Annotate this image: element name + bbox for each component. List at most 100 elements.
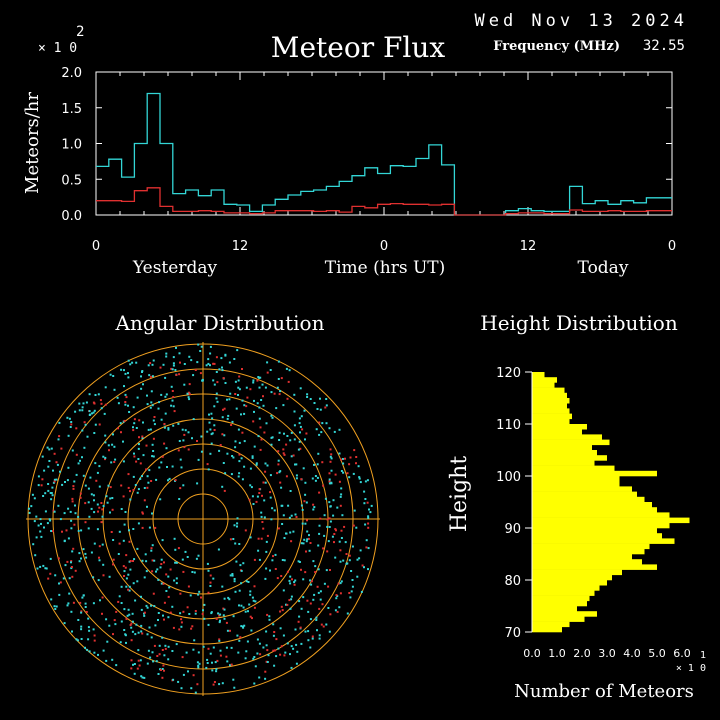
polar-point-red: [53, 480, 56, 483]
polar-point-cyan: [233, 686, 236, 689]
polar-point-cyan: [158, 644, 161, 647]
polar-point-cyan: [84, 602, 87, 605]
polar-point-cyan: [101, 515, 104, 518]
polar-point-cyan: [304, 630, 307, 633]
polar-point-red: [256, 379, 259, 382]
polar-point-red: [287, 380, 290, 383]
flux-y-scale-exponent: 2: [76, 24, 84, 40]
polar-point-cyan: [230, 473, 233, 476]
polar-point-cyan: [158, 401, 161, 404]
polar-point-cyan: [208, 413, 210, 416]
polar-point-red: [348, 592, 351, 594]
polar-point-red: [264, 670, 267, 673]
polar-point-cyan: [74, 512, 77, 515]
polar-point-red: [219, 654, 222, 657]
height-bar: [532, 533, 662, 539]
height-x-tick-label: 3.0: [598, 647, 616, 660]
polar-point-cyan: [251, 495, 254, 498]
polar-point-cyan: [139, 659, 142, 662]
polar-point-red: [47, 577, 50, 580]
polar-point-cyan: [323, 514, 326, 517]
polar-point-red: [307, 537, 310, 540]
polar-point-red: [281, 609, 284, 612]
polar-point-cyan: [279, 470, 282, 473]
polar-point-red: [93, 402, 96, 405]
height-x-axis-label: Number of Meteors: [514, 681, 694, 702]
polar-point-cyan: [307, 610, 310, 613]
polar-point-cyan: [229, 664, 231, 667]
polar-point-cyan: [319, 397, 321, 400]
polar-point-cyan: [175, 643, 178, 646]
polar-point-red: [186, 606, 189, 609]
polar-point-cyan: [117, 553, 120, 555]
polar-point-cyan: [295, 662, 298, 665]
polar-point-cyan: [135, 623, 138, 626]
polar-point-cyan: [314, 565, 317, 568]
polar-point-cyan: [194, 691, 197, 694]
polar-point-cyan: [313, 593, 316, 596]
polar-point-cyan: [265, 644, 268, 647]
polar-point-red: [326, 550, 329, 553]
polar-point-red: [279, 481, 282, 484]
flux-x-tick-label: 12: [520, 239, 537, 254]
polar-point-red: [266, 649, 269, 652]
polar-point-cyan: [346, 562, 349, 565]
polar-point-red: [339, 592, 342, 595]
polar-point-cyan: [147, 481, 150, 484]
polar-point-cyan: [87, 527, 90, 530]
height-bar: [532, 429, 582, 435]
polar-point-cyan: [97, 393, 100, 396]
polar-point-cyan: [213, 405, 216, 408]
polar-point-cyan: [190, 359, 193, 362]
polar-point-cyan: [82, 402, 85, 405]
polar-point-cyan: [171, 399, 174, 402]
polar-point-cyan: [127, 573, 130, 576]
polar-point-cyan: [37, 524, 40, 527]
polar-point-red: [149, 362, 152, 365]
polar-point-cyan: [84, 484, 87, 487]
polar-point-cyan: [48, 448, 51, 451]
polar-point-red: [138, 664, 141, 667]
height-bar: [532, 434, 602, 440]
polar-point-cyan: [82, 594, 85, 597]
polar-point-red: [213, 681, 216, 683]
polar-point-cyan: [87, 626, 90, 629]
polar-point-red: [41, 478, 44, 481]
polar-point-cyan: [126, 614, 129, 617]
polar-point-cyan: [152, 455, 155, 458]
polar-point-cyan: [276, 386, 279, 389]
polar-point-red: [321, 603, 324, 606]
polar-point-cyan: [70, 567, 73, 570]
polar-point-red: [301, 428, 304, 431]
height-y-tick-label: 80: [504, 574, 521, 589]
polar-point-red: [299, 626, 302, 629]
polar-point-red: [111, 508, 114, 511]
polar-point-cyan: [35, 515, 38, 518]
polar-point-red: [57, 557, 60, 560]
polar-point-cyan: [173, 579, 176, 582]
polar-point-cyan: [355, 526, 358, 529]
polar-point-cyan: [41, 455, 44, 458]
polar-point-cyan: [149, 428, 152, 431]
polar-point-cyan: [102, 455, 105, 458]
polar-point-cyan: [363, 566, 365, 569]
polar-point-cyan: [47, 489, 50, 492]
polar-point-cyan: [323, 534, 326, 537]
polar-point-red: [130, 667, 133, 670]
polar-point-cyan: [136, 580, 139, 583]
polar-point-cyan: [206, 562, 209, 565]
polar-point-red: [188, 393, 191, 396]
polar-point-cyan: [249, 536, 252, 539]
polar-point-cyan: [221, 682, 224, 685]
polar-point-cyan: [87, 638, 90, 641]
polar-point-cyan: [174, 561, 177, 564]
polar-point-red: [84, 521, 87, 524]
polar-point-cyan: [312, 598, 315, 601]
polar-point-cyan: [367, 515, 370, 518]
polar-point-cyan: [43, 526, 45, 529]
polar-point-red: [218, 614, 221, 617]
polar-point-cyan: [136, 491, 139, 494]
polar-point-red: [223, 407, 226, 410]
polar-point-red: [249, 615, 252, 618]
polar-point-cyan: [218, 621, 221, 624]
